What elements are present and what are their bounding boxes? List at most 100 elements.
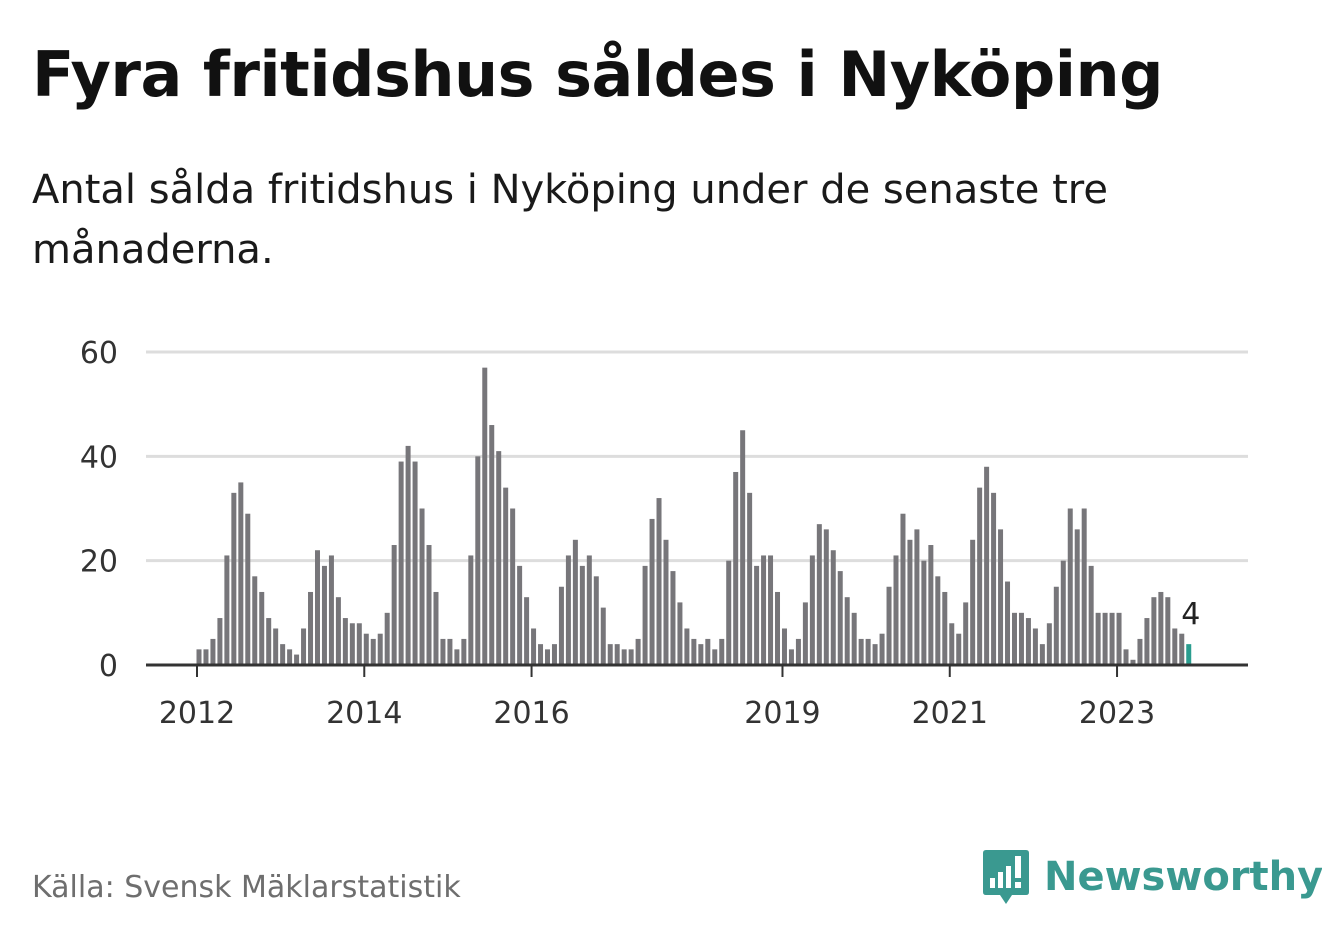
bar	[1109, 612, 1115, 665]
bar	[503, 487, 509, 665]
bar	[1095, 612, 1101, 665]
bar-chart: 0 20 40 60 2012 2014 2016 2019 2021 2023 4	[80, 336, 1248, 731]
bar	[412, 461, 418, 665]
bar	[1060, 560, 1066, 665]
x-tick-label: 2023	[1079, 696, 1155, 731]
bar	[830, 550, 836, 665]
bar	[600, 607, 606, 665]
bar	[440, 638, 446, 665]
bar	[942, 591, 948, 665]
bar	[1158, 591, 1164, 665]
bar	[377, 633, 383, 665]
bar	[349, 623, 355, 665]
bar	[747, 492, 753, 665]
brand-name: Newsworthy	[1044, 854, 1322, 900]
bar	[356, 623, 362, 665]
bar	[1137, 638, 1143, 665]
bar	[1046, 623, 1052, 665]
bar	[259, 591, 265, 665]
bar	[398, 461, 404, 665]
bar	[280, 644, 286, 665]
bar	[1067, 508, 1073, 665]
bar	[893, 555, 899, 665]
bar	[656, 498, 662, 665]
bar	[203, 649, 209, 665]
bar	[196, 649, 202, 665]
bar	[949, 623, 955, 665]
bar	[928, 545, 934, 665]
bar	[621, 649, 627, 665]
bar	[335, 597, 341, 665]
bar	[984, 466, 990, 665]
bar	[496, 451, 502, 665]
bar	[998, 529, 1004, 665]
y-tick-label: 40	[80, 440, 118, 475]
bar	[224, 555, 230, 665]
bar	[1018, 612, 1024, 665]
bar	[517, 565, 523, 665]
bar	[1144, 618, 1150, 665]
bar	[551, 644, 557, 665]
bar	[788, 649, 794, 665]
bar	[907, 539, 913, 665]
brand-logo: Newsworthy	[982, 848, 1322, 906]
bar	[886, 586, 892, 665]
bar	[384, 612, 390, 665]
bar	[579, 565, 585, 665]
bar	[273, 628, 279, 665]
bar	[363, 633, 369, 665]
bar	[914, 529, 920, 665]
bar	[475, 456, 481, 665]
bar	[468, 555, 474, 665]
bar	[733, 471, 739, 665]
bar	[614, 644, 620, 665]
bar	[754, 565, 760, 665]
bar	[447, 638, 453, 665]
bar	[321, 565, 327, 665]
bars	[196, 367, 1192, 665]
x-tick-label: 2014	[326, 696, 402, 731]
bar	[865, 638, 871, 665]
bar	[545, 649, 550, 665]
bar	[1179, 633, 1185, 665]
bar	[1039, 644, 1045, 665]
x-tick-label: 2021	[912, 696, 988, 731]
bar	[775, 591, 781, 665]
axis-labels: 0 20 40 60 2012 2014 2016 2019 2021 2023 4	[80, 336, 1200, 731]
bar	[963, 602, 969, 665]
bar	[238, 482, 244, 665]
bar	[433, 591, 439, 665]
bar	[768, 555, 774, 665]
bar	[405, 445, 411, 665]
bar	[266, 618, 272, 665]
bar	[287, 649, 293, 665]
bar	[837, 571, 843, 665]
bar	[482, 367, 488, 665]
bar	[1005, 581, 1011, 665]
bar	[879, 633, 885, 665]
x-tick-label: 2012	[159, 696, 235, 731]
source-note: Källa: Svensk Mäklarstatistik	[32, 870, 461, 905]
bar	[1123, 649, 1129, 665]
bar	[691, 638, 697, 665]
bar	[1074, 529, 1080, 665]
bar	[510, 508, 516, 665]
bar	[426, 545, 432, 665]
bar	[1172, 628, 1178, 665]
bar	[342, 618, 348, 665]
bar	[802, 602, 808, 665]
bar-latest	[1186, 644, 1192, 665]
bar	[572, 539, 578, 665]
x-tick-label: 2019	[744, 696, 820, 731]
bar	[1165, 597, 1171, 665]
y-tick-label: 60	[80, 336, 118, 371]
bar	[935, 576, 941, 665]
bar	[823, 529, 829, 665]
bar	[761, 555, 767, 665]
chart-subtitle: Antal sålda fritidshus i Nyköping under …	[32, 167, 1108, 273]
bar	[607, 644, 613, 665]
bar	[294, 654, 300, 665]
bar	[670, 571, 676, 665]
chart-title: Fyra fritidshus såldes i Nyköping	[32, 38, 1163, 111]
bar	[1102, 612, 1108, 665]
